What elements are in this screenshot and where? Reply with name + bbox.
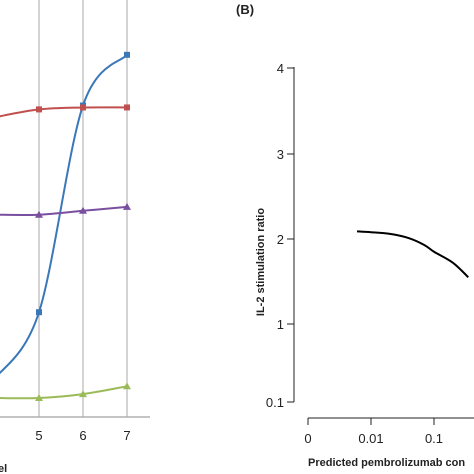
- panel-a-x-tick-label: 6: [79, 428, 86, 443]
- panel-b-y-tick-label: 4: [277, 61, 284, 76]
- panel-a-series-line: [0, 385, 128, 400]
- panel-a-data-point: [123, 382, 131, 390]
- panel-a-data-point: [123, 202, 131, 210]
- panel-a-data-point: [124, 51, 130, 58]
- panel-b-x-tick-label: 0: [304, 431, 311, 446]
- panel-b-x-tick-label: 0.1: [425, 431, 443, 446]
- panel-a-series-line: [0, 205, 128, 216]
- panel-a-data-point: [79, 206, 87, 214]
- panel-a: 4567 el: [0, 0, 150, 474]
- panel-b: (B) 0.1 1 2 3 4 0 0.01 0.1 IL-2 stimulation ra…: [236, 2, 474, 469]
- panel-b-y-tick-label: 2: [277, 232, 284, 247]
- panel-a-data-point: [35, 394, 43, 401]
- panel-a-data-point: [36, 309, 42, 316]
- panel-b-y-tick-label: 0.1: [266, 395, 284, 410]
- panel-a-data-point: [35, 210, 43, 218]
- panel-a-series-line: [0, 54, 128, 375]
- panel-a-xlabel-fragment: el: [0, 463, 7, 474]
- panel-b-ylabel: IL-2 stimulation ratio: [255, 208, 267, 316]
- panel-b-label: (B): [236, 2, 254, 17]
- panel-a-data-point: [79, 390, 87, 398]
- panel-b-y-tick-label: 3: [277, 147, 284, 162]
- panel-b-xlabel: Predicted pembrolizumab con: [308, 457, 465, 469]
- panel-a-x-tick-label: 7: [123, 428, 130, 443]
- panel-a-data-point: [80, 104, 86, 111]
- panel-b-series-line: [356, 230, 469, 278]
- panel-a-data-point: [124, 104, 130, 111]
- panel-a-series-line: [0, 106, 128, 118]
- panel-b-y-tick-label: 1: [277, 317, 284, 332]
- panel-b-x-tick-label: 0.01: [358, 431, 383, 446]
- panel-a-data-point: [36, 106, 42, 113]
- panel-a-x-tick-label: 5: [35, 428, 42, 443]
